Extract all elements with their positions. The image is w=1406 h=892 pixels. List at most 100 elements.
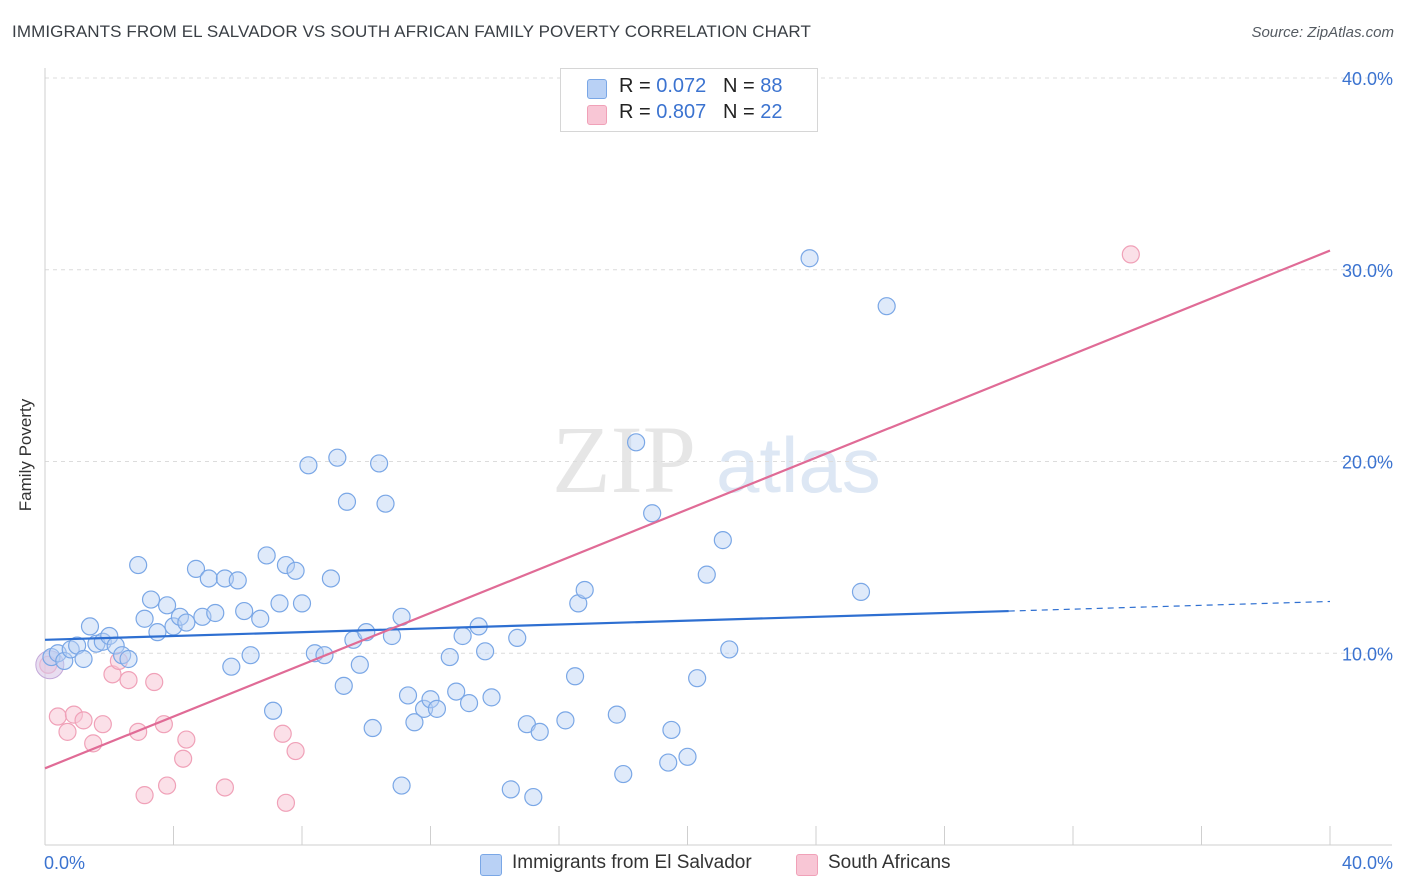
south-africans-point-6	[93, 715, 112, 734]
el-salvador-point-5	[74, 649, 93, 669]
el-salvador-point-30	[251, 609, 270, 628]
el-salvador-point-36	[292, 594, 312, 613]
el-salvador-trend-line	[44, 609, 1009, 641]
legend-swatch-el-salvador	[587, 79, 607, 99]
el-salvador-point-31	[257, 546, 276, 565]
el-salvador-point-70	[565, 667, 585, 686]
el-salvador-point-12	[119, 649, 138, 669]
el-salvador-point-43	[337, 492, 357, 511]
el-salvador-point-34	[276, 555, 296, 575]
south-africans-point-16	[177, 730, 196, 749]
legend-swatch-south-africans	[587, 105, 607, 125]
x-tick-label-1: 40.0%	[1342, 853, 1393, 873]
legend-n-label-1: N =	[722, 75, 761, 97]
el-salvador-point-72	[575, 580, 594, 600]
el-salvador-point-6	[80, 617, 100, 636]
south-africans-point-21	[1121, 245, 1140, 264]
el-salvador-point-27	[228, 571, 247, 590]
x-tick-label-0: 0.0%	[44, 853, 85, 873]
el-salvador-point-2	[55, 651, 74, 671]
el-salvador-point-83	[720, 640, 739, 659]
south-africans-point-11	[135, 786, 154, 805]
south-africans-point-17	[215, 778, 234, 797]
south-africans-points	[35, 245, 1140, 812]
source-label: Source: ZipAtlas.com	[1251, 24, 1394, 41]
el-salvador-point-33	[270, 594, 289, 613]
el-salvador-points	[42, 249, 896, 807]
south-africans-point-14	[157, 776, 177, 795]
el-salvador-point-29	[241, 646, 260, 665]
el-salvador-point-75	[626, 433, 646, 452]
el-salvador-point-24	[206, 603, 225, 623]
el-salvador-point-60	[459, 694, 479, 713]
tick-labels: 10.0% 20.0% 30.0% 40.0% 0.0% 40.0%	[44, 69, 1393, 873]
el-salvador-point-32	[263, 701, 283, 720]
el-salvador-point-73	[607, 705, 626, 724]
south-africans-point-4	[74, 711, 93, 730]
el-salvador-point-23	[199, 569, 218, 588]
south-africans-point-20	[286, 741, 305, 761]
el-salvador-point-78	[662, 720, 681, 740]
legend-r-label-1: R =	[619, 75, 657, 97]
y-tick-label-0: 10.0%	[1342, 644, 1393, 664]
el-salvador-point-53	[405, 713, 424, 732]
legend-n-label-2: N =	[722, 101, 761, 123]
south-africans-point-19	[276, 793, 296, 812]
el-salvador-point-28	[235, 601, 254, 621]
el-salvador-point-81	[697, 565, 716, 584]
el-salvador-point-82	[713, 531, 732, 550]
el-salvador-point-49	[376, 494, 395, 513]
el-salvador-point-85	[851, 582, 871, 601]
el-salvador-point-40	[321, 569, 341, 588]
south-africans-point-15	[174, 749, 193, 768]
legend-r-value-1: 0.072	[656, 75, 707, 97]
south-africans-point-2	[58, 722, 77, 741]
el-salvador-point-20	[177, 613, 196, 632]
el-salvador-point-45	[350, 655, 369, 674]
el-salvador-point-62	[476, 642, 495, 661]
legend-r-value-2: 0.807	[656, 101, 707, 123]
el-salvador-point-57	[440, 647, 459, 667]
grid-lines	[45, 77, 1392, 654]
y-tick-label-1: 20.0%	[1342, 453, 1393, 473]
el-salvador-point-87	[392, 776, 411, 795]
el-salvador-point-86	[877, 297, 896, 316]
el-salvador-point-48	[370, 454, 389, 473]
bottom-legend-swatch-el-salvador	[480, 854, 502, 876]
bottom-legend-label-el-salvador: Immigrants from El Salvador	[512, 852, 752, 873]
el-salvador-point-76	[643, 504, 662, 523]
el-salvador-point-14	[135, 609, 154, 628]
el-salvador-point-65	[508, 628, 527, 648]
axes	[44, 68, 1392, 846]
el-salvador-point-84	[800, 249, 819, 268]
el-salvador-point-17	[157, 596, 177, 615]
el-salvador-point-15	[141, 590, 161, 609]
legend-r-label-2: R =	[619, 101, 657, 123]
el-salvador-point-64	[501, 780, 520, 799]
south-africans-trend-line	[44, 249, 1331, 770]
el-salvador-point-26	[222, 657, 241, 676]
el-salvador-point-68	[530, 722, 549, 741]
el-salvador-point-41	[328, 448, 347, 467]
bottom-legend-label-south-africans: South Africans	[828, 852, 951, 873]
el-salvador-point-42	[334, 676, 353, 695]
el-salvador-point-63	[482, 688, 501, 707]
south-africans-point-1	[48, 707, 67, 726]
south-africans-point-12	[145, 672, 164, 692]
el-salvador-point-56	[427, 699, 447, 718]
south-africans-point-9	[119, 670, 138, 690]
legend-n-value-1: 88	[760, 75, 783, 97]
legend-n-value-2: 22	[760, 101, 783, 123]
el-salvador-point-69	[556, 711, 575, 730]
south-africans-point-18	[273, 724, 292, 743]
el-salvador-point-67	[524, 787, 543, 807]
el-salvador-point-54	[414, 699, 434, 718]
el-salvador-point-55	[421, 690, 440, 709]
el-salvador-point-58	[447, 682, 466, 701]
el-salvador-point-79	[678, 747, 697, 766]
bottom-legend-swatch-south-africans	[796, 854, 818, 876]
watermark-zip: ZIP	[552, 406, 696, 513]
el-salvador-point-59	[453, 626, 472, 646]
el-salvador-point-52	[398, 686, 418, 705]
